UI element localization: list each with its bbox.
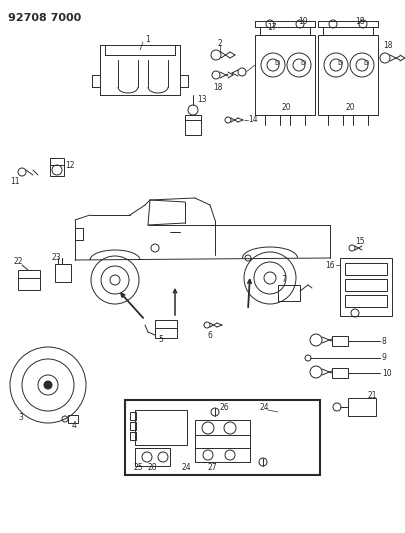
Bar: [185, 115, 201, 135]
Text: 27: 27: [207, 464, 217, 472]
Text: 18: 18: [213, 84, 222, 93]
Text: 11: 11: [10, 177, 19, 187]
Text: 26: 26: [220, 403, 230, 413]
Bar: [75, 228, 83, 240]
Text: 2: 2: [218, 38, 223, 47]
Text: 15: 15: [355, 238, 364, 246]
Bar: [332, 368, 348, 378]
Bar: [278, 285, 300, 301]
Bar: [318, 35, 378, 115]
Text: 18: 18: [383, 42, 392, 51]
Text: 13: 13: [197, 95, 207, 104]
Bar: [345, 295, 387, 307]
Text: 23: 23: [51, 254, 61, 262]
Text: 25: 25: [133, 464, 143, 472]
Bar: [130, 412, 136, 420]
Bar: [332, 336, 348, 346]
Text: 21: 21: [368, 392, 377, 400]
Text: 20: 20: [345, 103, 355, 112]
Text: D: D: [301, 60, 306, 66]
Text: 19: 19: [298, 18, 308, 27]
Text: 12: 12: [65, 160, 75, 169]
Text: 20: 20: [282, 103, 292, 112]
Bar: [340, 258, 392, 316]
Bar: [68, 415, 78, 423]
Text: 22: 22: [14, 257, 23, 266]
Bar: [130, 422, 136, 430]
Text: D: D: [337, 60, 343, 66]
Bar: [135, 410, 187, 445]
Text: 8: 8: [382, 336, 387, 345]
Text: D: D: [363, 60, 369, 66]
Text: 14: 14: [248, 116, 258, 125]
Bar: [345, 279, 387, 291]
Bar: [345, 263, 387, 275]
Text: 6: 6: [208, 330, 213, 340]
Bar: [155, 320, 177, 338]
Text: 7: 7: [281, 276, 286, 285]
Text: 4: 4: [72, 421, 77, 430]
Text: 5: 5: [158, 335, 163, 344]
Text: 92708 7000: 92708 7000: [8, 13, 81, 23]
Text: 17: 17: [267, 23, 277, 33]
Bar: [125, 400, 320, 475]
Text: 9: 9: [382, 353, 387, 362]
Bar: [130, 432, 136, 440]
Text: 18: 18: [355, 18, 364, 27]
Text: 28: 28: [147, 463, 156, 472]
Text: 10: 10: [382, 368, 392, 377]
Text: 1: 1: [145, 36, 150, 44]
Text: D: D: [274, 60, 279, 66]
Bar: [50, 158, 64, 176]
Bar: [195, 420, 250, 462]
Text: 3: 3: [18, 414, 23, 423]
Bar: [18, 270, 40, 290]
Bar: [255, 35, 315, 115]
Bar: [55, 264, 71, 282]
Circle shape: [44, 381, 52, 389]
Bar: [348, 398, 376, 416]
Text: 24: 24: [260, 403, 270, 413]
Text: 16: 16: [325, 261, 335, 270]
Bar: [135, 448, 170, 466]
Text: 24: 24: [182, 464, 192, 472]
